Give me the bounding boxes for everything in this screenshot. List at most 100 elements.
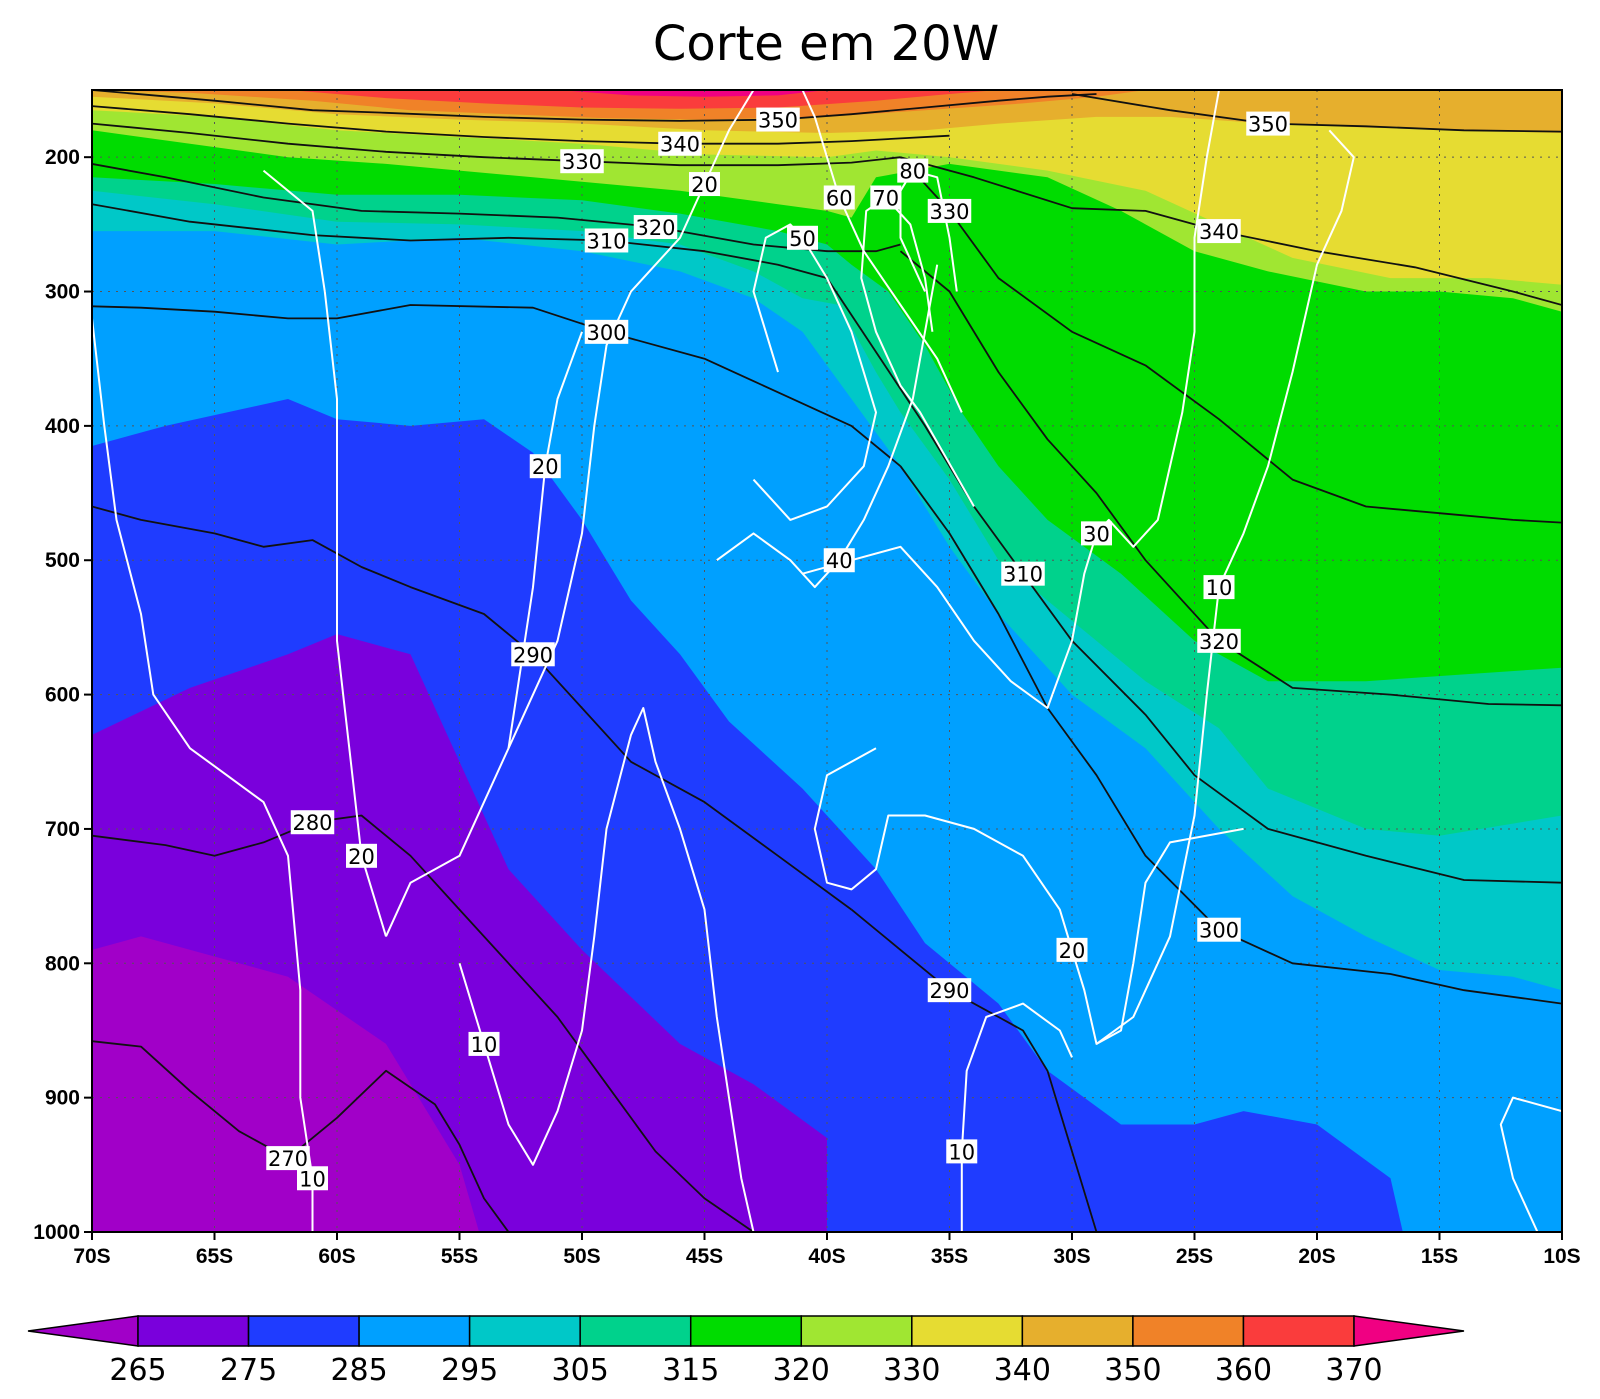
contour-label: 340 [1197,219,1241,244]
x-tick-label: 15S [1421,1245,1458,1268]
contour-line [92,105,950,145]
contour-label: 20 [1056,937,1088,963]
chart-title: Corte em 20W [653,16,999,72]
contour-line [1071,93,1562,133]
contour-label-box [823,185,855,210]
contour-label-text: 20 [1059,939,1086,963]
colorbar-swatch [247,1315,360,1347]
contour-line [899,465,1562,1005]
contour-label-text: 50 [789,227,816,251]
contour-label-box [266,1146,310,1171]
y-tick-label: 200 [45,146,80,169]
x-tick-label: 40S [808,1245,845,1268]
colorbar-label: 350 [1104,1353,1161,1388]
contour-line [92,122,901,167]
contour-label: 300 [584,319,629,345]
colorbar-arrow-low [27,1315,139,1347]
x-tick-label: 45S [686,1245,723,1268]
contour-label-box [823,548,855,573]
x-tick-label: 35S [931,1245,968,1268]
contour-label-text: 20 [532,455,559,479]
x-tick-label: 60S [318,1245,355,1268]
colorbar: 265 275 285 295 305 315 320 330 340 350 360 370 [27,1315,1465,1388]
contour-label-box [1081,521,1112,546]
contour-line [850,908,1098,1232]
contour-line [458,707,755,1232]
y-tick-label: 800 [45,952,80,975]
contour-line [899,156,1562,524]
contour-label-box [689,172,720,197]
contour-line [801,90,963,413]
colorbar-swatch [579,1315,692,1347]
contour-label-text: 70 [872,186,899,210]
y-tick-label: 700 [45,818,80,841]
contour-label-text: 10 [471,1033,498,1057]
x-tick-label: 70S [73,1245,110,1268]
contour-label-text: 300 [1199,919,1239,943]
colorbar-swatch [800,1315,913,1347]
contour-label-box [560,149,604,174]
x-tick-label: 20S [1298,1245,1335,1268]
contour-label-box [584,228,629,253]
colorbar-swatch [911,1315,1024,1347]
y-tick-label: 500 [45,549,80,572]
contour-label: 10 [1203,575,1235,600]
contour-line [262,169,387,937]
contour-label-text: 330 [562,150,602,174]
colorbar-label: 315 [662,1353,719,1388]
contour-labels: 3503403303203103002902802703303403503203… [266,107,1290,1191]
contour-label-text: 300 [586,321,626,345]
contour-line [92,163,901,253]
contour-label: 10 [946,1139,978,1164]
contour-label: 10 [297,1166,328,1191]
contour-label: 330 [927,198,972,224]
contour-label-text: 80 [899,160,926,184]
plot-area: 3503403303203103002902802703303403503203… [92,90,1562,1232]
contour-line [1095,129,1355,1045]
contour-label-box [1197,219,1241,244]
contour-label-text: 30 [1083,522,1110,546]
colorbar-swatch [689,1315,803,1347]
colorbar-label: 340 [994,1353,1051,1388]
contour-line [802,90,1220,709]
colorbar-swatch [358,1315,471,1347]
contour-label-text: 10 [1206,576,1233,600]
contour-label-text: 330 [929,200,969,224]
contour-label-text: 310 [1003,563,1043,587]
contour-label: 60 [823,185,855,210]
contour-label-text: 340 [1199,220,1239,244]
colorbar-label: 275 [220,1353,277,1388]
x-tick-label: 30S [1053,1245,1090,1268]
y-tick-label: 900 [45,1087,80,1110]
contour-label-text: 290 [513,643,553,667]
contour-label-text: 280 [292,811,332,835]
contour-label: 20 [529,454,561,479]
contour-label: 330 [560,149,604,174]
grid-lines [92,90,1562,1232]
contour-label: 340 [658,131,702,157]
contour-label: 40 [823,548,855,573]
y-tick-label: 1000 [33,1221,80,1244]
contour-line [92,1040,510,1232]
colorbar-swatch [1132,1315,1245,1347]
contour-label: 350 [1246,111,1290,137]
contour-label-box [633,215,678,240]
colorbar-swatch [137,1315,250,1347]
contour-label-box [468,1031,500,1056]
colorbar-arrow-high [1353,1315,1465,1347]
contour-label-text: 340 [660,133,700,157]
contour-label-text: 10 [948,1140,975,1164]
colorbar-label: 305 [552,1353,609,1388]
contour-label-box [1197,917,1241,942]
contour-label: 20 [346,843,377,869]
contour-label: 300 [1197,917,1241,943]
contour-line [92,318,314,1232]
contour-label-box [297,1166,328,1191]
contour-label-box [290,810,335,835]
contour-label-box [927,978,972,1003]
contour-label-box [511,642,555,667]
contour-label: 70 [870,185,902,210]
contour-label: 320 [1197,628,1241,654]
colorbar-label: 320 [773,1353,830,1388]
